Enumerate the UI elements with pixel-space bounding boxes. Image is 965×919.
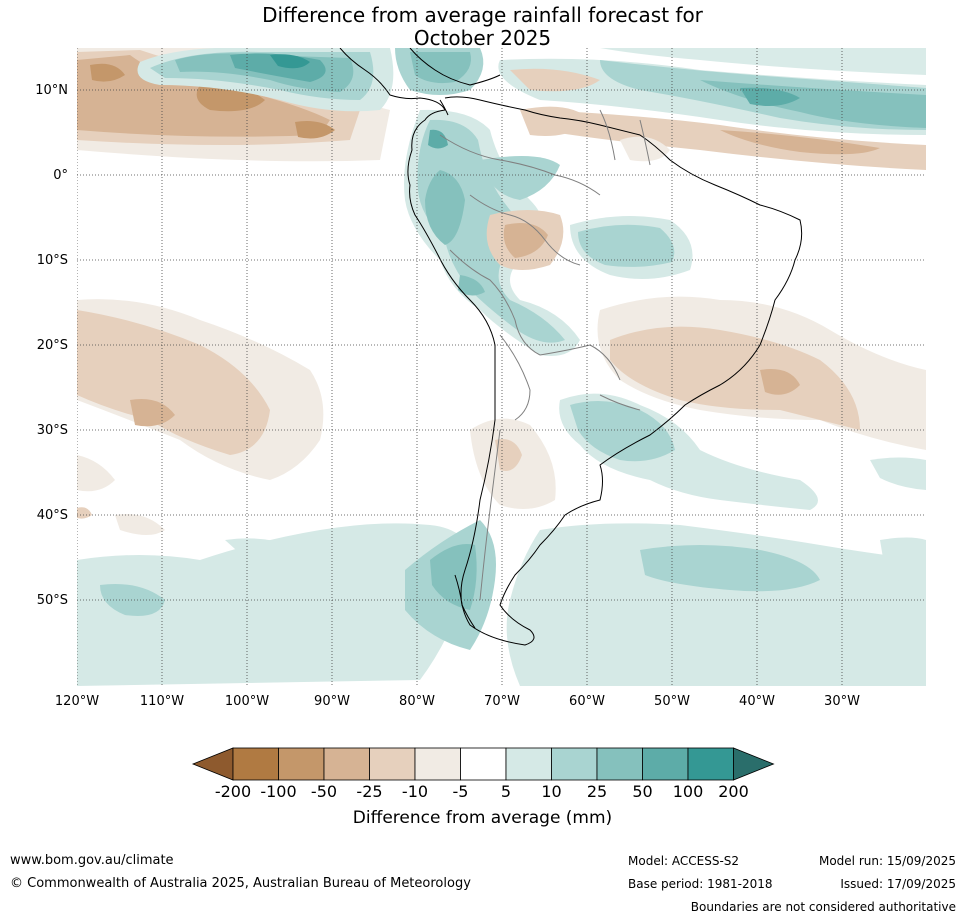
- issued-text: Issued: 17/09/2025: [840, 877, 956, 891]
- colorbar-segment: [687, 747, 734, 781]
- colorbar-tick-label: -50: [310, 782, 338, 801]
- colorbar-segment: [369, 747, 416, 781]
- colorbar-tick-label: 5: [500, 782, 512, 801]
- title-line-2: October 2025: [413, 26, 552, 50]
- colorbar-tick-label: -200: [214, 782, 252, 801]
- lat-label-20s: 20°S: [36, 338, 68, 353]
- rainfall-map: [77, 48, 926, 686]
- lon-label-110w: 110°W: [139, 694, 185, 709]
- lon-label-40w: 40°W: [739, 694, 775, 709]
- coastlines: [339, 48, 803, 646]
- graticule: [77, 48, 926, 686]
- lon-label-60w: 60°W: [569, 694, 605, 709]
- disclaimer-text: Boundaries are not considered authoritat…: [690, 900, 956, 914]
- lon-label-30w: 30°W: [824, 694, 860, 709]
- lat-label-10n: 10°N: [35, 83, 68, 98]
- colorbar-tick-label: 200: [718, 782, 749, 801]
- country-borders: [439, 109, 651, 601]
- colorbar-tick-label: 10: [541, 782, 562, 801]
- base-period-text: Base period: 1981-2018: [628, 877, 773, 891]
- wet-band-north-pacific: [137, 48, 484, 112]
- colorbar-segment: [551, 747, 598, 781]
- copyright-text: © Commonwealth of Australia 2025, Austra…: [10, 876, 471, 891]
- lon-label-50w: 50°W: [654, 694, 690, 709]
- dry-band-southeast-pacific: [77, 299, 324, 535]
- colorbar-label: Difference from average (mm): [352, 808, 613, 828]
- colorbar-segment: [414, 747, 461, 781]
- chart-title: Difference from average rainfall forecas…: [0, 4, 965, 50]
- colorbar: [191, 747, 775, 781]
- atlantic-north-bands: [498, 48, 926, 170]
- colorbar-segment: [232, 747, 279, 781]
- lon-label-120w: 120°W: [54, 694, 100, 709]
- lon-label-90w: 90°W: [314, 694, 350, 709]
- lat-label-0: 0°: [53, 168, 68, 183]
- lat-label-10s: 10°S: [36, 253, 68, 268]
- lat-label-50s: 50°S: [36, 593, 68, 608]
- model-run-text: Model run: 15/09/2025: [818, 854, 956, 868]
- lat-label-40s: 40°S: [36, 508, 68, 523]
- colorbar-arrow-low: [191, 747, 234, 781]
- colorbar-segment: [642, 747, 689, 781]
- colorbar-segments: [191, 747, 775, 781]
- colorbar-arrow-high: [733, 747, 775, 781]
- lon-label-80w: 80°W: [399, 694, 435, 709]
- map-plot-area: [77, 48, 926, 686]
- colorbar-tick-label: -25: [356, 782, 383, 801]
- colorbar-tick-label: -100: [260, 782, 297, 801]
- colorbar-tick-label: 50: [632, 782, 653, 801]
- colorbar-segment: [278, 747, 325, 781]
- lat-label-30s: 30°S: [36, 423, 68, 438]
- colorbar-tick-label: 25: [586, 782, 608, 801]
- wet-band-southern-ocean: [77, 520, 926, 686]
- colorbar-segment: [596, 747, 643, 781]
- website-text: www.bom.gov.au/climate: [10, 853, 174, 868]
- colorbar-tick-label: 100: [672, 782, 704, 801]
- colorbar-segment: [460, 747, 507, 781]
- southern-cone-anomalies: [470, 393, 926, 510]
- model-text: Model: ACCESS-S2: [628, 854, 740, 868]
- colorbar-tick-label: -5: [452, 782, 469, 801]
- brazil-anomalies: [486, 106, 926, 450]
- colorbar-segment: [505, 747, 552, 781]
- title-line-1: Difference from average rainfall forecas…: [262, 3, 703, 27]
- lon-label-70w: 70°W: [484, 694, 520, 709]
- colorbar-segment: [323, 747, 370, 781]
- colorbar-tick-label: -10: [401, 782, 429, 801]
- lon-label-100w: 100°W: [224, 694, 270, 709]
